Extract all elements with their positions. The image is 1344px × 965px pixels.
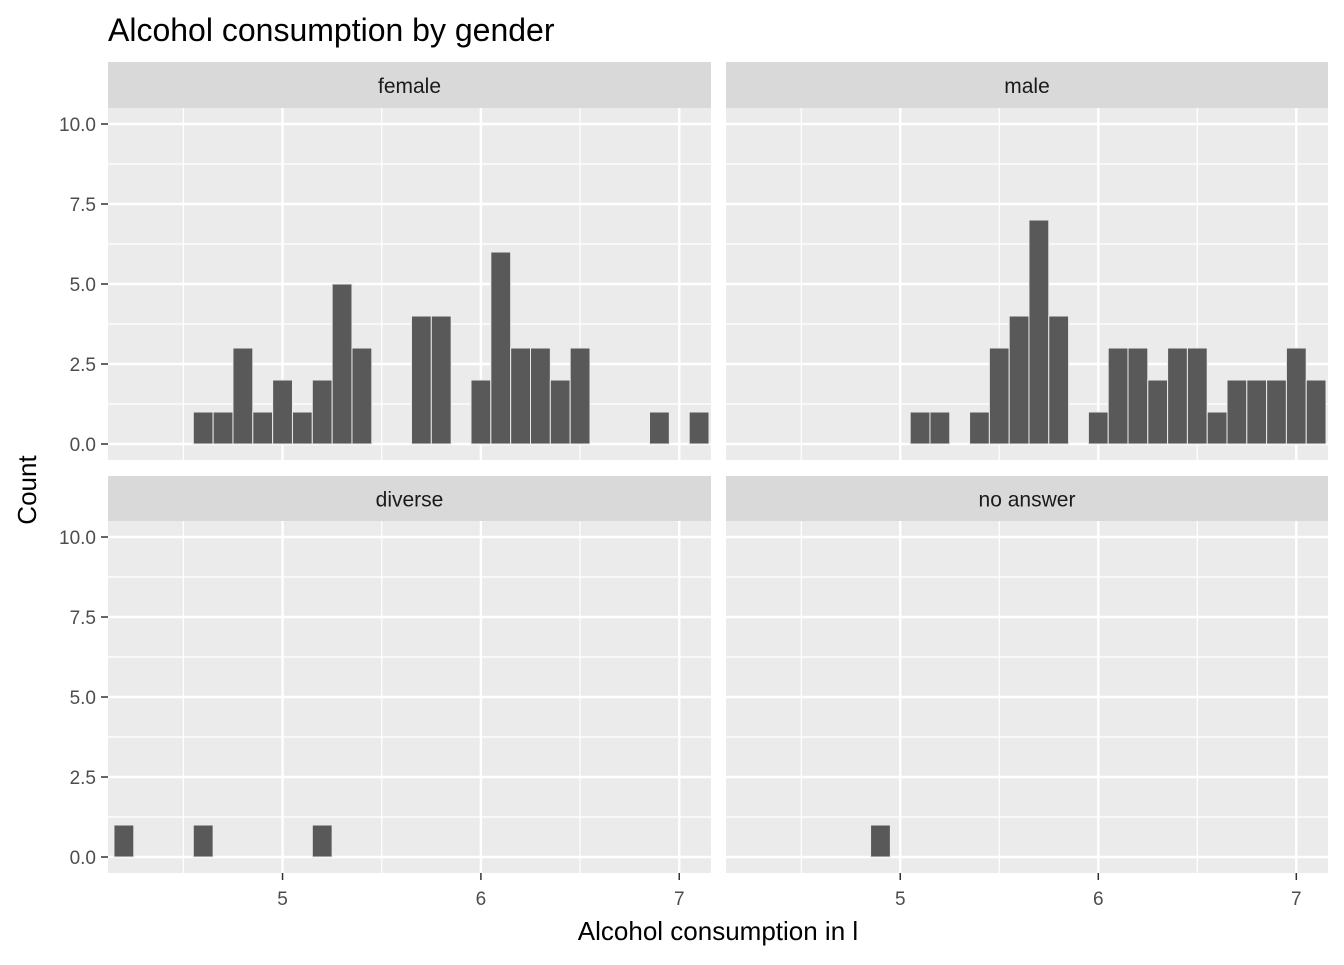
histogram-bar: [192, 411, 214, 445]
facet-strip-label-male: male: [1004, 75, 1050, 98]
facet-strip-label-female: female: [378, 75, 441, 98]
histogram-bar: [1266, 379, 1287, 445]
histogram-bar: [1206, 411, 1228, 445]
facet-strip-female: [108, 62, 711, 108]
histogram-bar: [929, 411, 951, 445]
histogram-bar: [410, 315, 432, 445]
facet-male: male: [726, 62, 1328, 460]
x-axis-tick-label: 7: [1291, 889, 1302, 910]
histogram-bar: [510, 347, 531, 445]
histogram-bar: [1305, 379, 1327, 445]
y-axis-tick-label: 2.5: [70, 768, 96, 789]
histogram-bar: [192, 824, 214, 858]
histogram-bar: [351, 347, 373, 445]
histogram-bar: [311, 824, 333, 858]
histogram-bar: [272, 379, 293, 445]
histogram-bar: [430, 315, 452, 445]
y-axis-tick-label: 5.0: [70, 688, 96, 709]
chart-title: Alcohol consumption by gender: [108, 12, 555, 48]
histogram-bar: [1028, 219, 1050, 445]
histogram-bar: [1107, 347, 1129, 445]
facet-strip-label-diverse: diverse: [376, 489, 444, 512]
histogram-bar: [909, 411, 931, 445]
facet-no-answer: no answer 5 6 7: [726, 476, 1328, 910]
histogram-bar: [212, 411, 234, 445]
y-axis-tick-label: 5.0: [70, 275, 96, 296]
facet-strip-no-answer: [726, 476, 1328, 521]
histogram-bar: [1127, 347, 1149, 445]
histogram-bar: [1087, 411, 1109, 445]
histogram-bar: [1285, 347, 1307, 445]
histogram-bar: [291, 411, 313, 445]
histogram-bar: [569, 347, 591, 445]
x-axis-title: Alcohol consumption in l: [578, 916, 858, 946]
y-axis-tick-label: 10.0: [59, 528, 96, 549]
histogram-bar: [331, 283, 353, 445]
histogram-bar: [988, 347, 1010, 445]
facet-strip-male: [726, 62, 1328, 108]
histogram-bar: [529, 347, 551, 445]
facet-strip-label-no-answer: no answer: [979, 489, 1076, 512]
histogram-bar: [232, 347, 254, 445]
x-axis-tick-label: 6: [476, 889, 487, 910]
histogram-bar: [870, 824, 891, 858]
y-axis-tick-label: 0.0: [70, 848, 96, 869]
y-axis-tick-label: 0.0: [70, 435, 96, 456]
histogram-bar: [969, 411, 990, 445]
histogram-bar: [470, 379, 492, 445]
histogram-bar: [1048, 315, 1070, 445]
histogram-bar: [1226, 379, 1248, 445]
y-axis-tick-label: 2.5: [70, 355, 96, 376]
histogram-bar: [1167, 347, 1188, 445]
facet-strip-diverse: [108, 476, 711, 521]
histogram-bar: [490, 251, 512, 445]
histogram-bar: [252, 411, 274, 445]
histogram-bar: [1147, 379, 1169, 445]
x-axis-tick-label: 5: [895, 889, 906, 910]
x-axis-tick-label: 6: [1093, 889, 1104, 910]
y-axis-tick-label: 7.5: [70, 608, 96, 629]
y-axis-title: Count: [12, 455, 42, 525]
histogram-bar: [649, 411, 670, 445]
histogram-bar: [1008, 315, 1030, 445]
histogram-bar: [311, 379, 333, 445]
x-axis-tick-label: 5: [277, 889, 288, 910]
histogram-bar: [688, 411, 710, 445]
histogram-bar: [1186, 347, 1208, 445]
facet-female: female 0.0 2.5 5.0 7.5 10.0: [59, 62, 711, 460]
y-axis-tick-label: 10.0: [59, 115, 96, 136]
facet-diverse: diverse 0.0 2.5 5.0 7.5 10.0 5 6 7: [59, 476, 711, 910]
histogram-bar: [1246, 379, 1268, 445]
y-axis-tick-label: 7.5: [70, 195, 96, 216]
histogram-bar: [113, 824, 135, 858]
histogram-bar: [549, 379, 571, 445]
x-axis-tick-label: 7: [674, 889, 685, 910]
